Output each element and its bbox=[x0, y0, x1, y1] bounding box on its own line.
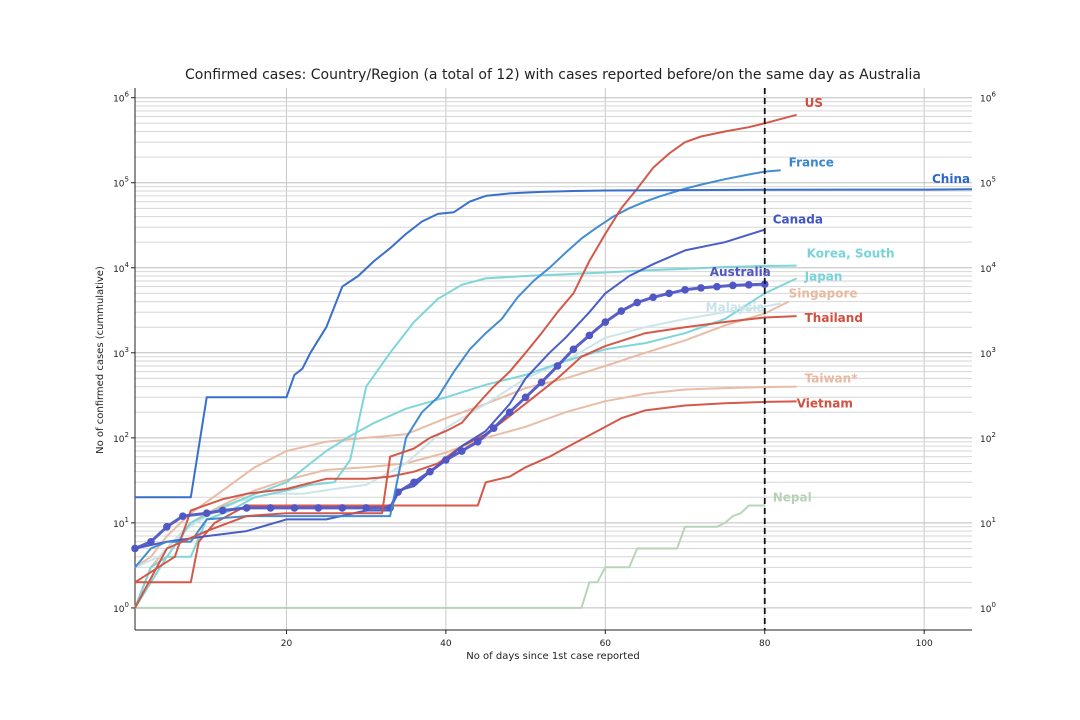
x-axis-label: No of days since 1st case reported bbox=[466, 651, 639, 662]
series-point-australia bbox=[745, 281, 753, 289]
y-tick-label-right: 103 bbox=[980, 346, 996, 360]
series-line-japan bbox=[134, 277, 798, 609]
series-line-canada bbox=[134, 228, 765, 550]
series-label-australia: Australia bbox=[710, 265, 771, 279]
series-point-australia bbox=[147, 537, 155, 546]
series-point-australia bbox=[697, 284, 705, 292]
x-tick-label: 20 bbox=[281, 639, 293, 649]
series-point-australia bbox=[585, 331, 594, 340]
series-label-china: China bbox=[932, 172, 970, 186]
series-line-nepal bbox=[135, 504, 765, 609]
x-tick-label: 60 bbox=[600, 639, 612, 649]
series-label-vietnam: Vietnam bbox=[797, 396, 853, 410]
series-point-australia bbox=[617, 307, 626, 315]
series-point-australia bbox=[633, 298, 641, 307]
series-point-australia bbox=[266, 504, 275, 512]
series-point-australia bbox=[314, 504, 323, 512]
y-tick-label-right: 105 bbox=[980, 176, 996, 190]
series-point-australia bbox=[290, 504, 299, 512]
series-point-australia bbox=[553, 362, 562, 370]
series-point-australia bbox=[163, 522, 171, 531]
x-tick-label: 80 bbox=[759, 639, 771, 649]
series-label-thailand: Thailand bbox=[805, 311, 863, 325]
y-tick-label-left: 100 bbox=[113, 601, 129, 615]
series-line-france bbox=[134, 169, 781, 568]
series-point-australia bbox=[426, 467, 434, 476]
x-tick-label: 100 bbox=[916, 639, 933, 649]
series-point-australia bbox=[665, 289, 673, 298]
series-point-australia bbox=[410, 478, 418, 487]
y-tick-label-left: 106 bbox=[113, 91, 129, 105]
y-tick-label-left: 101 bbox=[113, 516, 129, 530]
series-label-malaysia: Malaysia bbox=[706, 301, 765, 315]
series-point-australia bbox=[505, 408, 514, 417]
y-tick-label-right: 104 bbox=[980, 261, 996, 275]
chart-title: Confirmed cases: Country/Region (a total… bbox=[185, 67, 921, 83]
series-point-australia bbox=[179, 512, 187, 520]
series-point-australia bbox=[218, 506, 227, 515]
series-point-australia bbox=[713, 282, 721, 291]
y-tick-label-left: 102 bbox=[113, 431, 129, 445]
series-point-australia bbox=[681, 286, 689, 294]
y-tick-label-left: 105 bbox=[113, 176, 129, 190]
y-tick-label-left: 104 bbox=[113, 261, 129, 275]
series-point-australia bbox=[760, 280, 769, 289]
series-lines bbox=[131, 113, 973, 609]
series-label-singapore: Singapore bbox=[789, 287, 858, 301]
series-labels: Nepal Taiwan* Singapore Malaysia Korea, Sout… bbox=[706, 96, 970, 505]
series-point-australia bbox=[489, 424, 498, 432]
series-point-australia bbox=[729, 281, 737, 290]
series-point-australia bbox=[362, 504, 370, 512]
series-label-us: US bbox=[805, 96, 823, 110]
series-point-australia bbox=[242, 504, 251, 512]
y-tick-label-left: 103 bbox=[113, 346, 129, 360]
series-point-australia bbox=[521, 393, 530, 402]
grid bbox=[135, 88, 972, 630]
series-label-nepal: Nepal bbox=[773, 491, 812, 505]
series-point-australia bbox=[458, 447, 466, 455]
series-point-australia bbox=[569, 345, 578, 354]
series-label-taiwan: Taiwan* bbox=[805, 372, 859, 386]
y-tick-label-right: 102 bbox=[980, 431, 996, 445]
axes: 20 40 60 80 100 100 100 101 101 102 102 103 103 104 10… bbox=[113, 88, 996, 649]
series-point-australia bbox=[202, 509, 211, 517]
series-point-australia bbox=[649, 293, 657, 302]
series-label-japan: Japan bbox=[804, 269, 843, 283]
series-point-australia bbox=[537, 378, 546, 387]
series-point-australia bbox=[131, 544, 139, 553]
series-line-china bbox=[135, 188, 973, 499]
y-tick-label-right: 101 bbox=[980, 516, 996, 530]
y-tick-label-right: 106 bbox=[980, 91, 996, 105]
series-label-canada: Canada bbox=[773, 213, 823, 227]
y-tick-label-right: 100 bbox=[980, 601, 996, 615]
series-line-us bbox=[134, 113, 797, 609]
x-tick-label: 40 bbox=[440, 639, 452, 649]
series-label-france: France bbox=[789, 155, 834, 169]
series-point-australia bbox=[601, 318, 610, 326]
series-point-australia bbox=[338, 504, 347, 512]
series-point-australia bbox=[442, 456, 450, 464]
series-label-korea-south: Korea, South bbox=[807, 247, 895, 261]
series-line-vietnam bbox=[135, 400, 797, 584]
series-point-australia bbox=[473, 437, 482, 446]
y-axis-label: No of confirmed cases (cummulative) bbox=[95, 266, 106, 454]
